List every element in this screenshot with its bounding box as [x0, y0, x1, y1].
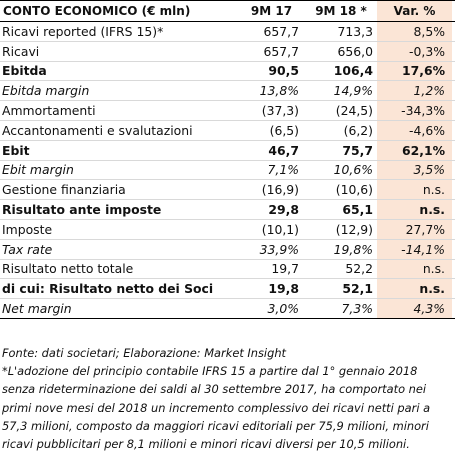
- source-note: Fonte: dati societari; Elaborazione: Mar…: [2, 346, 287, 360]
- row-value-var: 1,2%: [377, 81, 452, 101]
- header-9m17: 9M 17: [250, 4, 293, 18]
- row-value-9m18: 19,8%: [333, 241, 373, 257]
- row-value-9m18: 52,1: [342, 281, 373, 297]
- row-value-9m17: 33,9%: [259, 241, 299, 257]
- row-label: Ricavi reported (IFRS 15)*: [2, 23, 164, 39]
- header-var: Var. %: [377, 1, 452, 21]
- row-value-9m17: 29,8: [268, 202, 299, 218]
- row-value-9m17: (16,9): [261, 182, 299, 198]
- row-label: Ebitda margin: [2, 83, 90, 99]
- row-value-9m17: 46,7: [268, 142, 299, 158]
- footnote-line: senza rideterminazione dei saldi al 30 s…: [2, 382, 427, 397]
- row-label: Imposte: [2, 221, 53, 237]
- row-value-9m17: 19,7: [271, 261, 299, 277]
- table-row: Ebitda 90,5 106,4 17,6%: [0, 61, 455, 82]
- ifrs15-footnote: *L'adozione del principio contabile IFRS…: [2, 362, 452, 453]
- row-value-var: n.s.: [377, 279, 452, 299]
- row-value-var: n.s.: [377, 180, 452, 200]
- row-value-9m17: 657,7: [263, 23, 299, 39]
- row-value-9m18: 656,0: [337, 43, 373, 59]
- table-row: di cui: Risultato netto dei Soci 19,8 52…: [0, 279, 455, 300]
- table-header: CONTO ECONOMICO (€ mln) 9M 17 9M 18 * Va…: [0, 0, 455, 22]
- header-9m18: 9M 18 *: [315, 4, 367, 18]
- table-row: Ebit margin 7,1% 10,6% 3,5%: [0, 160, 455, 181]
- row-value-var: n.s.: [377, 259, 452, 279]
- row-value-var: 8,5%: [377, 22, 452, 41]
- row-label: Risultato netto totale: [2, 261, 134, 277]
- footnote-line: ricavi pubblicitari per 8,1 milioni e mi…: [2, 437, 410, 452]
- row-value-9m17: 7,1%: [267, 162, 299, 178]
- row-value-9m18: (24,5): [335, 103, 373, 119]
- row-value-9m17: (6,5): [269, 122, 299, 138]
- table-row: Net margin 3,0% 7,3% 4,3%: [0, 299, 455, 319]
- table-row: Ebitda margin 13,8% 14,9% 1,2%: [0, 81, 455, 102]
- row-value-var: -4,6%: [377, 120, 452, 140]
- row-value-9m18: 14,9%: [333, 83, 373, 99]
- row-value-var: 17,6%: [377, 61, 452, 81]
- row-label: Ricavi: [2, 43, 40, 59]
- footnote-line: 57,3 milioni, composto da maggiori ricav…: [2, 418, 429, 433]
- header-label: CONTO ECONOMICO (€ mln): [3, 4, 191, 18]
- row-value-9m18: 7,3%: [341, 301, 373, 317]
- row-value-var: 27,7%: [377, 219, 452, 239]
- footnote-line: primi nove mesi del 2018 un incremento c…: [2, 400, 431, 415]
- row-value-var: -0,3%: [377, 41, 452, 61]
- row-label: Ammortamenti: [2, 103, 96, 119]
- row-value-9m17: (10,1): [261, 221, 299, 237]
- row-value-9m17: 3,0%: [267, 301, 299, 317]
- row-value-9m17: 19,8: [268, 281, 299, 297]
- row-value-9m18: 65,1: [342, 202, 373, 218]
- footnote-line: *L'adozione del principio contabile IFRS…: [2, 364, 418, 379]
- row-label: Risultato ante imposte: [2, 202, 162, 218]
- table-row: Ammortamenti (37,3) (24,5) -34,3%: [0, 101, 455, 121]
- row-value-9m18: 75,7: [342, 142, 373, 158]
- row-value-var: 62,1%: [377, 140, 452, 160]
- table-footer: Fonte: dati societari; Elaborazione: Mar…: [2, 344, 452, 453]
- income-statement-table: CONTO ECONOMICO (€ mln) 9M 17 9M 18 * Va…: [0, 0, 455, 319]
- row-label: Ebit margin: [2, 162, 74, 178]
- row-label: Accantonamenti e svalutazioni: [2, 122, 193, 138]
- row-label: di cui: Risultato netto dei Soci: [2, 281, 214, 297]
- row-value-var: 4,3%: [377, 299, 452, 318]
- table-row: Accantonamenti e svalutazioni (6,5) (6,2…: [0, 120, 455, 141]
- row-value-9m17: 90,5: [268, 63, 299, 79]
- table-row: Risultato ante imposte 29,8 65,1 n.s.: [0, 200, 455, 220]
- row-value-var: -34,3%: [377, 101, 452, 120]
- row-value-var: n.s.: [377, 200, 452, 219]
- row-value-9m17: (37,3): [261, 103, 299, 119]
- table-row: Tax rate 33,9% 19,8% -14,1%: [0, 239, 455, 260]
- table-row: Gestione finanziaria (16,9) (10,6) n.s.: [0, 180, 455, 201]
- row-value-9m18: (6,2): [343, 122, 373, 138]
- table-row: Risultato netto totale 19,7 52,2 n.s.: [0, 259, 455, 280]
- table-row: Ricavi reported (IFRS 15)* 657,7 713,3 8…: [0, 22, 455, 42]
- row-value-9m17: 13,8%: [259, 83, 299, 99]
- row-label: Tax rate: [2, 241, 53, 257]
- table-row: Ebit 46,7 75,7 62,1%: [0, 140, 455, 161]
- row-label: Gestione finanziaria: [2, 182, 126, 198]
- row-value-9m18: 106,4: [333, 63, 373, 79]
- row-label: Ebitda: [2, 63, 47, 79]
- row-label: Ebit: [2, 142, 30, 158]
- row-label: Net margin: [2, 301, 72, 317]
- row-value-9m18: 52,2: [345, 261, 373, 277]
- table-row: Ricavi 657,7 656,0 -0,3%: [0, 41, 455, 62]
- row-value-9m18: (10,6): [335, 182, 373, 198]
- row-value-9m17: 657,7: [263, 43, 299, 59]
- table-row: Imposte (10,1) (12,9) 27,7%: [0, 219, 455, 240]
- row-value-var: -14,1%: [377, 239, 452, 259]
- row-value-9m18: 10,6%: [333, 162, 373, 178]
- row-value-9m18: (12,9): [335, 221, 373, 237]
- row-value-var: 3,5%: [377, 160, 452, 180]
- row-value-9m18: 713,3: [337, 23, 373, 39]
